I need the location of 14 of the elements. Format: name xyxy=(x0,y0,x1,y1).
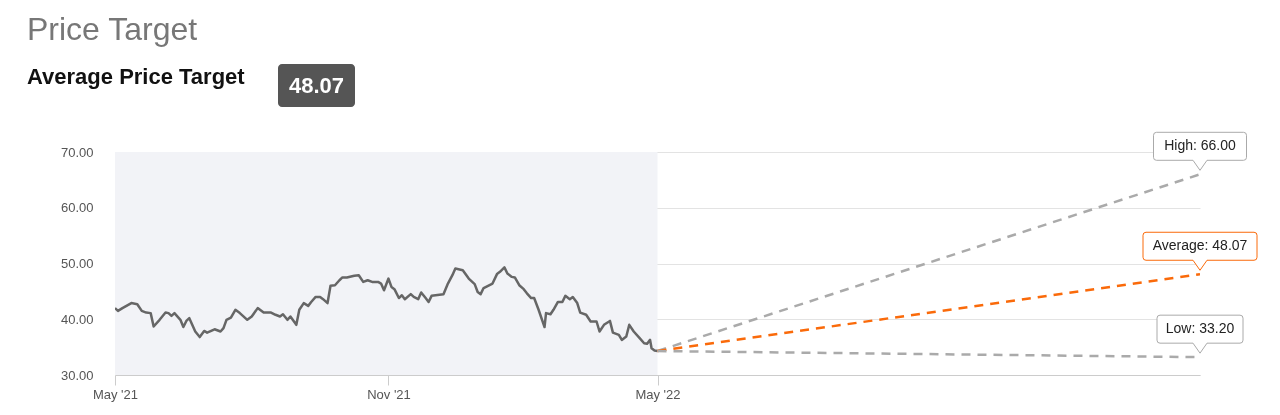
data-label: Low: 33.20 xyxy=(1165,320,1235,337)
y-tick-label: 70.00 xyxy=(60,144,94,160)
y-tick-label: 40.00 xyxy=(60,311,94,327)
x-tick-label: Nov '21 xyxy=(367,386,411,402)
text: 48.07 xyxy=(288,73,345,98)
chart-title: Price Target xyxy=(27,11,198,47)
x-tick-label: May '21 xyxy=(92,386,139,402)
y-tick-label: 60.00 xyxy=(60,200,94,216)
y-tick-label: 30.00 xyxy=(60,367,94,383)
chart-subtitle: Average Price Target xyxy=(27,64,246,89)
data-label: Average: 48.07 xyxy=(1152,237,1248,254)
y-tick-label: 50.00 xyxy=(60,256,94,271)
data-label: High: 66.00 xyxy=(1164,137,1237,154)
x-tick-label: May '22 xyxy=(635,386,681,402)
